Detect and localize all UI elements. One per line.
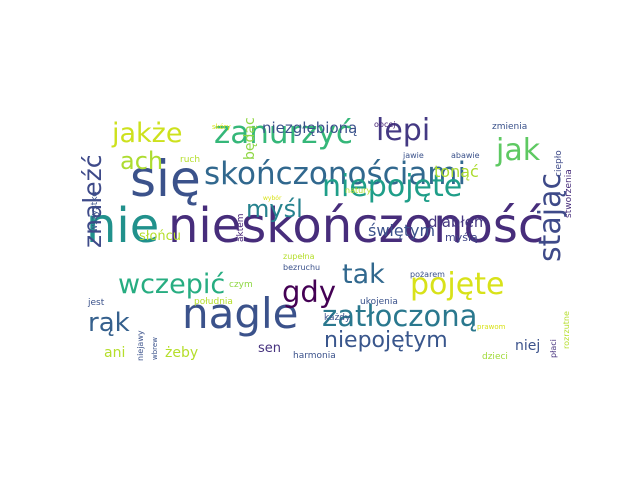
cloud-word: nieskończoność — [168, 198, 544, 254]
cloud-word: abawie — [451, 151, 480, 160]
cloud-word: harmonia — [293, 351, 336, 361]
cloud-word: słońcu — [139, 229, 181, 244]
cloud-word: diabłem — [428, 213, 489, 231]
cloud-word: nie — [86, 198, 159, 254]
cloud-word: zatłoczoną — [322, 299, 477, 333]
cloud-word: nagle — [182, 289, 299, 338]
cloud-word: płaci — [549, 339, 558, 358]
cloud-word: dzieci — [482, 352, 508, 362]
cloud-word: lepi — [376, 113, 430, 148]
cloud-word: niepojęte — [322, 169, 462, 204]
cloud-word: wszystko — [90, 191, 100, 232]
cloud-word: ciepło — [554, 150, 564, 177]
cloud-word: myślą — [445, 231, 478, 244]
cloud-word: pożarem — [410, 270, 445, 279]
cloud-word: jak — [495, 133, 541, 168]
cloud-word: skończonościami — [204, 156, 466, 192]
cloud-word: jawie — [402, 151, 424, 160]
cloud-word: stworzenia — [564, 169, 574, 218]
cloud-word: bezruchu — [283, 263, 320, 272]
cloud-word: obcej — [374, 120, 396, 129]
cloud-word: niepojętym — [324, 328, 448, 353]
cloud-word: ani — [104, 345, 125, 361]
cloud-word: sen — [258, 341, 281, 356]
cloud-word: zupełna — [283, 252, 315, 261]
cloud-word: się — [130, 150, 201, 208]
cloud-word: będąc — [242, 117, 258, 160]
cloud-word: jakże — [111, 118, 182, 149]
cloud-word: świętym — [368, 221, 435, 240]
cloud-word: stając — [533, 173, 568, 262]
cloud-word: pojęte — [410, 267, 504, 302]
cloud-word: znaleźć — [78, 155, 107, 248]
cloud-word: każdy — [324, 313, 351, 323]
cloud-word: rozrzutne — [562, 311, 571, 349]
cloud-word: zmienia — [492, 122, 527, 132]
cloud-word: tonąć — [434, 162, 479, 181]
cloud-word: rąk — [88, 308, 130, 338]
cloud-word: aktem — [236, 213, 246, 242]
cloud-word: jest — [87, 298, 105, 308]
cloud-word: żeby — [165, 345, 198, 361]
cloud-word: zanurzyć — [214, 115, 353, 151]
cloud-word: ach — [120, 147, 163, 175]
cloud-word: ruch — [180, 155, 200, 165]
cloud-word: tak — [342, 259, 385, 290]
cloud-word: południa — [194, 297, 233, 307]
cloud-word: czym — [229, 280, 253, 290]
cloud-word: wybór — [263, 195, 282, 202]
cloud-word: wczepić — [118, 269, 225, 300]
cloud-word: wbrew — [151, 337, 159, 360]
cloud-word: niezgłębioną — [262, 119, 357, 137]
cloud-word: natury — [345, 186, 371, 195]
cloud-word: myśl — [246, 195, 303, 223]
cloud-word: gdy — [282, 275, 336, 309]
cloud-word: niejawy — [136, 330, 145, 361]
cloud-word: skóry — [212, 123, 231, 131]
cloud-word: prawom — [477, 323, 506, 331]
cloud-word: niej — [515, 338, 540, 354]
cloud-word: ukojenia — [360, 297, 398, 307]
